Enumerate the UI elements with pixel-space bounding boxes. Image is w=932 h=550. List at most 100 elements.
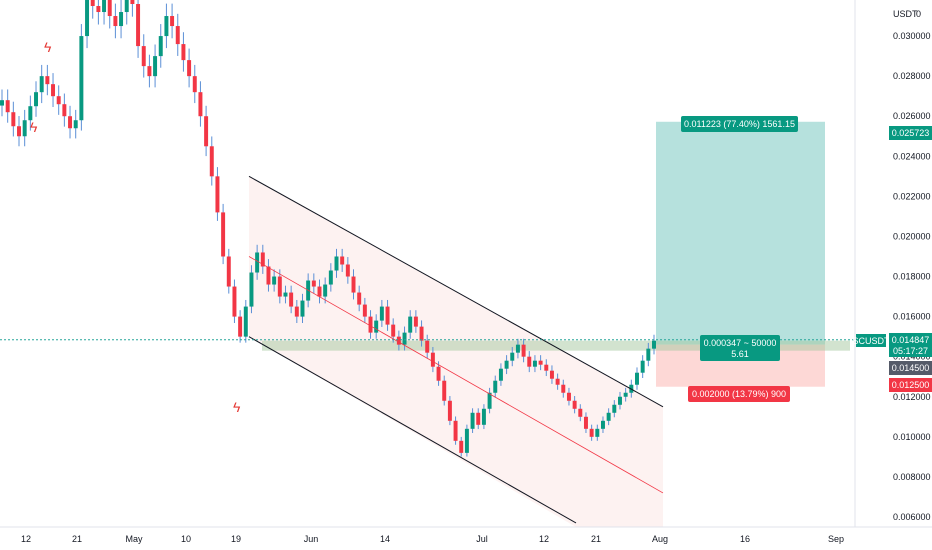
candle-body	[351, 276, 356, 293]
candle-body	[317, 286, 322, 297]
candle-body	[96, 6, 101, 13]
entry-price-tag	[889, 361, 932, 375]
symbol-tag	[856, 334, 886, 347]
price-axis[interactable]	[855, 0, 932, 527]
candle-body	[430, 352, 435, 367]
candle-body	[34, 92, 39, 107]
y-tick-label: 0.024000	[893, 151, 931, 161]
channel-upper-line[interactable]	[248, 175, 664, 408]
x-tick-label: Jun	[304, 534, 319, 544]
candle-body	[311, 280, 316, 287]
candle-body	[181, 44, 186, 61]
candle-body	[272, 276, 277, 285]
x-tick-label: 14	[380, 534, 390, 544]
x-tick-label: 21	[591, 534, 601, 544]
candle-body	[549, 370, 554, 379]
candle-body	[527, 356, 532, 367]
candle-body	[334, 256, 339, 271]
candle-body	[147, 66, 152, 77]
candle-body	[589, 428, 594, 437]
candle-body	[192, 76, 197, 93]
target-label	[681, 116, 798, 132]
target-zone[interactable]	[656, 121, 825, 345]
candle-body	[56, 96, 61, 105]
candle-body	[158, 36, 163, 57]
x-tick-label: Jul	[476, 534, 488, 544]
lightning-icon[interactable]: ϟ	[233, 399, 241, 415]
candle-body	[635, 372, 639, 385]
lightning-icon[interactable]: ϟ	[30, 119, 38, 135]
candle-body	[22, 120, 27, 137]
candle-body	[226, 256, 231, 287]
y-tick-label: 0.018000	[893, 272, 931, 282]
y-tick-label: 0.030000	[893, 31, 931, 41]
candles	[0, 0, 656, 457]
x-tick-label: 10	[181, 534, 191, 544]
candle-body	[396, 336, 401, 345]
candle-body	[606, 412, 611, 421]
candle-body	[238, 316, 243, 337]
candle-body	[544, 364, 549, 371]
candle-body	[408, 316, 413, 333]
candle-body	[498, 368, 503, 381]
candle-body	[385, 306, 390, 325]
candle-body	[504, 360, 509, 369]
target-price-tag	[889, 126, 932, 140]
candle-body	[555, 378, 560, 385]
candle-body	[136, 4, 141, 47]
candle-body	[28, 106, 33, 121]
candle-body	[379, 306, 384, 321]
y-tick-label: 0.008000	[893, 472, 931, 482]
candle-body	[561, 384, 566, 393]
candle-body	[141, 46, 146, 67]
candle-body	[538, 360, 543, 365]
candle-body	[221, 212, 226, 257]
candle-body	[617, 396, 622, 405]
candle-body	[107, 0, 112, 17]
candle-body	[357, 292, 362, 305]
candle-body	[436, 366, 441, 381]
candle-body	[419, 326, 424, 341]
currency-value: 0	[916, 9, 921, 19]
x-tick-label: 19	[231, 534, 241, 544]
candle-body	[476, 412, 481, 425]
y-tick-label: 0.010000	[893, 432, 931, 442]
candle-body	[374, 320, 379, 333]
channel-lower-line[interactable]	[248, 336, 577, 524]
candle-body	[340, 256, 345, 265]
candle-body	[17, 126, 21, 137]
candle-body	[510, 352, 515, 361]
candle-body	[255, 252, 260, 273]
channel-mid-line[interactable]	[248, 256, 664, 494]
current-price-tag-text: 0.014847	[892, 335, 930, 345]
lightning-icon[interactable]: ϟ	[44, 39, 52, 55]
candle-body	[487, 392, 492, 409]
x-tick-label: 16	[740, 534, 750, 544]
stop-label	[688, 386, 790, 402]
candle-body	[68, 116, 73, 129]
x-tick-label: Sep	[828, 534, 844, 544]
time-axis[interactable]	[0, 527, 855, 550]
countdown-text: 05:17:27	[893, 346, 928, 356]
currency-label: USDT	[893, 9, 918, 19]
candle-body	[232, 286, 237, 317]
position-mid-text-2: 5.61	[731, 349, 749, 359]
x-tick-labels: 12 21 May 10 19 Jun 14 Jul 12 21 Aug 16 Sep	[21, 534, 844, 544]
candle-body	[521, 344, 526, 357]
candle-body	[646, 348, 651, 361]
candle-body	[481, 408, 486, 425]
candle-body	[113, 16, 118, 27]
candle-body	[289, 292, 294, 307]
position-mid-label	[700, 335, 780, 361]
target-price-tag-text: 0.025723	[892, 128, 930, 138]
candle-body	[79, 36, 84, 121]
candle-body	[5, 100, 10, 113]
candle-body	[277, 276, 282, 297]
candle-body	[566, 392, 571, 401]
candle-body	[266, 266, 271, 285]
candle-body	[130, 0, 135, 5]
y-tick-label: 0.006000	[893, 512, 931, 522]
symbol-tag-text: SCUSDT	[852, 336, 890, 346]
candle-body	[39, 76, 44, 93]
